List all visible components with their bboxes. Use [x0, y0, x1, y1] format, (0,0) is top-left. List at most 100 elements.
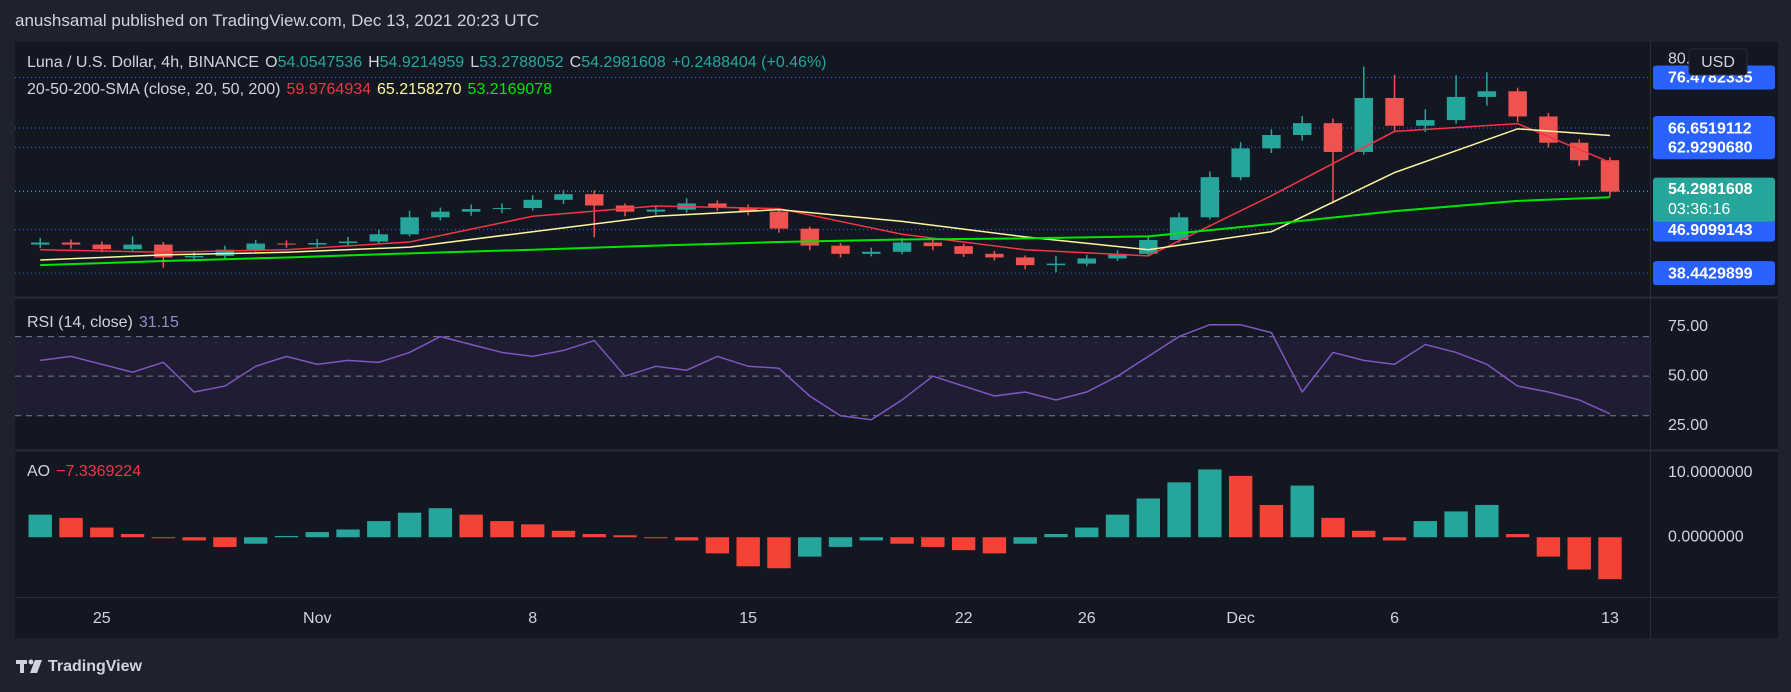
- ao-bar: [582, 534, 606, 538]
- ao-bar: [1075, 527, 1099, 538]
- candle-body: [1477, 91, 1497, 97]
- footer-logo: TradingView: [48, 658, 143, 675]
- ao-bar: [151, 537, 176, 539]
- ao-bar: [551, 530, 576, 538]
- ao-bar: [644, 537, 668, 539]
- rsi-line: [40, 323, 1611, 421]
- ao-bar: [428, 508, 453, 538]
- ao-bar: [90, 527, 114, 538]
- candle-body: [1169, 217, 1189, 240]
- candle-body: [338, 241, 358, 244]
- candle-body: [554, 194, 573, 200]
- last-price-bg: [1653, 177, 1775, 222]
- candle-body: [1139, 239, 1158, 254]
- ao-bar: [459, 514, 483, 538]
- ao-bar: [1259, 504, 1284, 538]
- candle-body: [92, 244, 112, 250]
- ao-bar: [1105, 514, 1130, 538]
- sma-line: [40, 196, 1611, 267]
- candle-body: [1508, 91, 1527, 117]
- candle-body: [738, 207, 758, 212]
- x-tick-label: 15: [739, 610, 757, 627]
- candle-body: [831, 245, 850, 254]
- sma-value: 59.9764934: [286, 81, 372, 98]
- sma-line: [40, 122, 1611, 257]
- price-label-bg: [1653, 135, 1775, 160]
- candle-body: [1416, 120, 1435, 126]
- candle-body: [184, 255, 204, 258]
- ohlc-value: 54.0547536: [277, 54, 363, 71]
- candle-body: [523, 199, 542, 209]
- rsi-pane: [15, 323, 1650, 421]
- ohlc-label: H: [368, 54, 380, 71]
- sma-legend: 20-50-200-SMA (close, 20, 50, 200) 59.976…: [27, 80, 558, 100]
- ao-bar: [1136, 498, 1160, 538]
- indicator-name: AO: [27, 463, 51, 480]
- ao-bar: [736, 537, 760, 567]
- ao-bar: [1290, 485, 1314, 538]
- candle-body: [431, 211, 450, 218]
- ao-bar: [1013, 537, 1037, 544]
- currency-badge-bg: [1688, 48, 1748, 76]
- x-tick-label: 22: [955, 610, 973, 627]
- candle-body: [1385, 97, 1404, 126]
- ao-bar: [397, 512, 422, 538]
- candle-body: [1077, 258, 1096, 264]
- ao-bar: [213, 537, 237, 547]
- ao-bar: [1382, 537, 1407, 541]
- y-tick-label: 50.00: [1668, 367, 1708, 384]
- candle-body: [1446, 96, 1466, 121]
- ao-bar: [890, 537, 914, 544]
- ao-bar: [305, 532, 329, 538]
- axes: 25Nov8152226Dec61380.000076.478233566.65…: [93, 48, 1775, 627]
- candle-body: [1200, 177, 1220, 218]
- candle-body: [1323, 123, 1343, 152]
- ao-bar: [182, 537, 206, 541]
- ao-bar: [1413, 521, 1438, 538]
- ao-bar: [1228, 475, 1253, 538]
- ao-bar: [921, 537, 945, 547]
- rsi-legend: RSI (14, close) 31.15: [27, 313, 185, 333]
- candle-body: [892, 242, 912, 252]
- ao-bar: [1444, 511, 1468, 538]
- ao-bar: [1198, 469, 1222, 538]
- price-pane: [15, 66, 1650, 274]
- ao-bar: [28, 514, 52, 538]
- ao-bar: [367, 521, 391, 538]
- candle-body: [708, 203, 727, 208]
- y-tick-label: 10.0000000: [1668, 464, 1753, 481]
- candle-body: [61, 242, 81, 245]
- ao-bar: [1044, 534, 1068, 538]
- symbol: Luna / U.S. Dollar, 4h, BINANCE: [27, 54, 260, 71]
- candle-body: [769, 211, 789, 229]
- price-label-bg: [1653, 261, 1775, 286]
- candle-body: [923, 242, 943, 247]
- candle-body: [1015, 257, 1035, 266]
- candle-body: [1354, 97, 1373, 152]
- ao-pane: [28, 469, 1622, 580]
- ao-bar: [1167, 482, 1191, 538]
- x-tick-label: Nov: [303, 610, 331, 627]
- candle-body: [1046, 263, 1066, 266]
- ao-bar: [1567, 537, 1591, 570]
- ao-bar: [613, 535, 637, 538]
- ohlc-value: 54.9214959: [379, 54, 465, 71]
- indicator-value: −7.3369224: [56, 463, 142, 480]
- candle-body: [1262, 135, 1281, 149]
- candle-body: [862, 251, 881, 254]
- x-tick-label: 6: [1390, 610, 1399, 627]
- candle-body: [800, 228, 819, 246]
- indicator-value: 31.15: [138, 314, 179, 331]
- candle-body: [277, 243, 296, 245]
- candle-body: [1539, 116, 1558, 143]
- x-tick-label: 26: [1078, 610, 1096, 627]
- ao-legend: AO −7.3369224: [27, 462, 147, 482]
- ao-bar: [674, 537, 699, 541]
- ohlc-value: 53.2788052: [479, 54, 564, 71]
- ao-bar: [951, 537, 976, 551]
- candle-body: [1600, 160, 1620, 192]
- ao-bar: [859, 537, 883, 541]
- logo-icon: [16, 659, 42, 673]
